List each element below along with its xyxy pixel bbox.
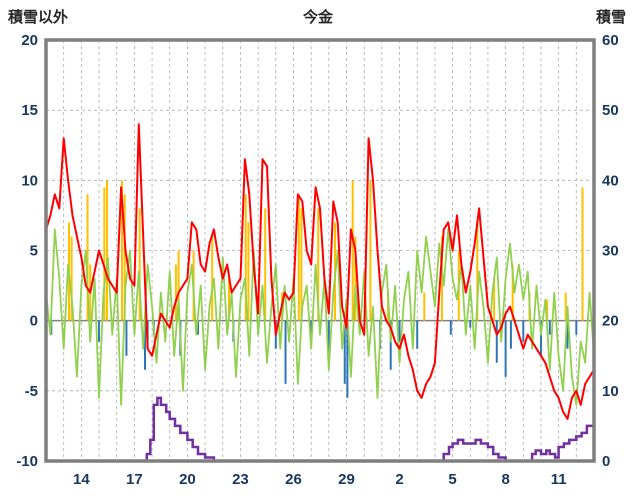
x-axis-tick-label: 14 xyxy=(73,471,90,488)
x-axis-tick-label: 26 xyxy=(285,471,302,488)
x-axis-tick-label: 2 xyxy=(395,471,403,488)
right-axis-tick-label: 0 xyxy=(602,453,610,470)
x-axis-tick-label: 8 xyxy=(501,471,509,488)
x-axis-tick-label: 20 xyxy=(179,471,196,488)
left-axis-tick-label: 20 xyxy=(21,32,38,49)
plot-frame xyxy=(44,38,596,463)
left-axis-tick-label: -5 xyxy=(25,383,38,400)
left-axis-tick-label: 5 xyxy=(30,243,38,260)
x-axis-tick-label: 5 xyxy=(448,471,456,488)
left-axis-tick-label: 10 xyxy=(21,172,38,189)
right-axis-tick-label: 20 xyxy=(602,313,619,330)
left-axis-tick-label: 15 xyxy=(21,102,38,119)
right-axis-title: 積雪 xyxy=(595,9,626,26)
left-axis-tick-label: 0 xyxy=(30,313,38,330)
x-axis-tick-label: 11 xyxy=(551,471,567,488)
right-axis-tick-label: 40 xyxy=(602,172,619,189)
temperature-line xyxy=(45,123,595,420)
right-axis-tick-label: 10 xyxy=(602,383,619,400)
snow-depth-step xyxy=(46,396,596,463)
chart-title: 今金 xyxy=(302,9,334,26)
right-axis-tick-label: 50 xyxy=(602,102,619,119)
right-axis-tick-label: 30 xyxy=(602,243,619,260)
x-axis-tick-label: 23 xyxy=(232,471,249,488)
left-axis-tick-label: -10 xyxy=(16,453,38,470)
right-axis-tick-label: 60 xyxy=(602,32,619,49)
left-axis-title: 積雪以外 xyxy=(8,9,69,26)
x-axis-tick-label: 29 xyxy=(338,471,355,488)
x-axis-tick-label: 17 xyxy=(126,471,143,488)
